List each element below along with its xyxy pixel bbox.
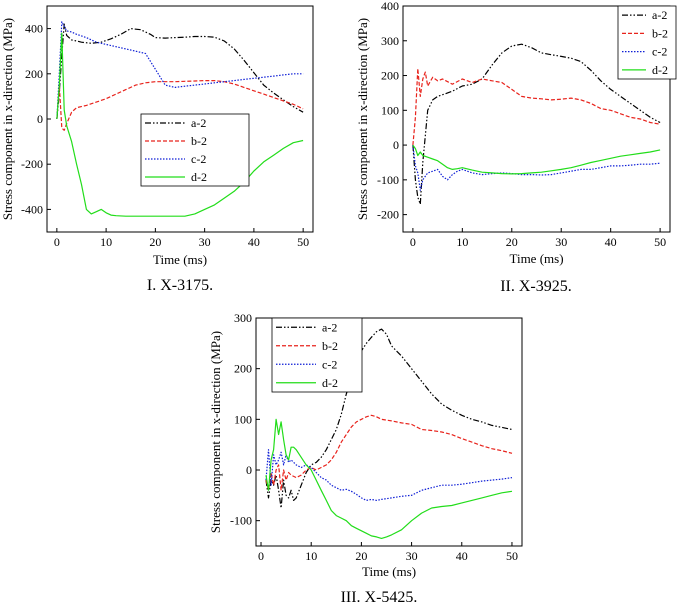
y-tick-label: -100 <box>230 514 252 528</box>
x-tick-label: 30 <box>199 235 211 249</box>
panel-caption: II. X-3925. <box>500 278 572 295</box>
x-tick-label: 30 <box>555 235 567 249</box>
y-tick-label: 200 <box>381 69 399 83</box>
legend-label-d-2: d-2 <box>322 376 338 390</box>
series-line-a-2 <box>412 43 661 205</box>
y-tick-label: -100 <box>377 173 399 187</box>
plot-frame <box>255 317 523 547</box>
legend: a-2 b-2 c-2 d-2 <box>617 5 677 80</box>
legend-label-b-2: b-2 <box>652 26 668 40</box>
chart-panel-p1: 0 10 20 30 40 50 -400 -200 0 200 400 Time (ms) Stres… <box>0 5 314 294</box>
legend-box <box>271 317 363 393</box>
y-tick-label: 300 <box>234 311 252 325</box>
y-axis-label: Stress component in x-direction (MPa) <box>0 18 15 220</box>
x-tick-label: 30 <box>406 549 418 563</box>
legend-label-b-2: b-2 <box>191 134 207 148</box>
panel-caption: III. X-5425. <box>341 589 418 605</box>
x-tick-label: 40 <box>456 549 468 563</box>
chart-panel-p2: 0 10 20 30 40 50 -200 -100 0 100 200 300 400 Time (ms… <box>355 0 677 295</box>
x-axis-label: Time (ms) <box>362 564 416 579</box>
x-tick-label: 0 <box>258 549 264 563</box>
y-tick-label: 200 <box>25 67 43 81</box>
series-line-d-2 <box>412 144 661 175</box>
legend-label-c-2: c-2 <box>652 45 667 59</box>
legend-label-a-2: a-2 <box>652 8 667 22</box>
series-line-b-2 <box>56 79 304 131</box>
y-tick-label: -200 <box>21 157 43 171</box>
y-tick-label: 100 <box>234 412 252 426</box>
series-line-a-2 <box>56 23 304 120</box>
y-axis-label: Stress component in x-direction (MPa) <box>355 18 370 220</box>
legend-label-a-2: a-2 <box>322 320 337 334</box>
x-tick-label: 50 <box>297 235 309 249</box>
legend-label-d-2: d-2 <box>652 63 668 77</box>
y-tick-label: -400 <box>21 202 43 216</box>
legend-label-d-2: d-2 <box>191 170 207 184</box>
legend-label-a-2: a-2 <box>191 116 206 130</box>
x-tick-label: 10 <box>305 549 317 563</box>
x-tick-label: 50 <box>654 235 666 249</box>
y-tick-label: 200 <box>234 362 252 376</box>
y-axis-label: Stress component in x-direction (MPa) <box>208 331 223 533</box>
y-tick-label: 0 <box>37 112 43 126</box>
plot-frame <box>402 5 671 233</box>
x-axis-label: Time (ms) <box>153 252 207 267</box>
legend-box <box>617 5 677 80</box>
x-tick-label: 20 <box>149 235 161 249</box>
x-tick-label: 50 <box>506 549 518 563</box>
legend: a-2 b-2 c-2 d-2 <box>271 317 363 393</box>
x-tick-label: 0 <box>410 235 416 249</box>
y-tick-label: 400 <box>381 0 399 13</box>
x-tick-label: 10 <box>456 235 468 249</box>
series-line-c-2 <box>265 449 513 501</box>
y-tick-label: 100 <box>381 103 399 117</box>
legend-box <box>140 113 250 187</box>
chart-panel-p3: 0 10 20 30 40 50 -100 0 100 200 300 Time (ms) Stress… <box>208 311 523 605</box>
series-group <box>412 43 661 205</box>
series-line-c-2 <box>412 145 661 191</box>
series-line-b-2 <box>412 67 661 146</box>
series-line-b-2 <box>265 414 513 491</box>
y-tick-label: 400 <box>25 22 43 36</box>
x-tick-label: 20 <box>355 549 367 563</box>
y-tick-label: 300 <box>381 34 399 48</box>
x-axis-label: Time (ms) <box>509 251 563 266</box>
y-tick-label: 0 <box>246 463 252 477</box>
legend: a-2 b-2 c-2 d-2 <box>140 113 250 187</box>
series-line-d-2 <box>265 418 513 540</box>
series-line-c-2 <box>56 21 304 120</box>
legend-label-c-2: c-2 <box>322 357 337 371</box>
x-tick-label: 40 <box>605 235 617 249</box>
series-group <box>265 328 513 540</box>
panel-caption: I. X-3175. <box>147 277 213 294</box>
x-tick-label: 20 <box>506 235 518 249</box>
legend-label-c-2: c-2 <box>191 152 206 166</box>
legend-label-b-2: b-2 <box>322 339 338 353</box>
y-tick-label: -200 <box>377 208 399 222</box>
y-tick-label: 0 <box>393 138 399 152</box>
x-tick-label: 40 <box>248 235 260 249</box>
x-tick-label: 10 <box>100 235 112 249</box>
x-tick-label: 0 <box>54 235 60 249</box>
